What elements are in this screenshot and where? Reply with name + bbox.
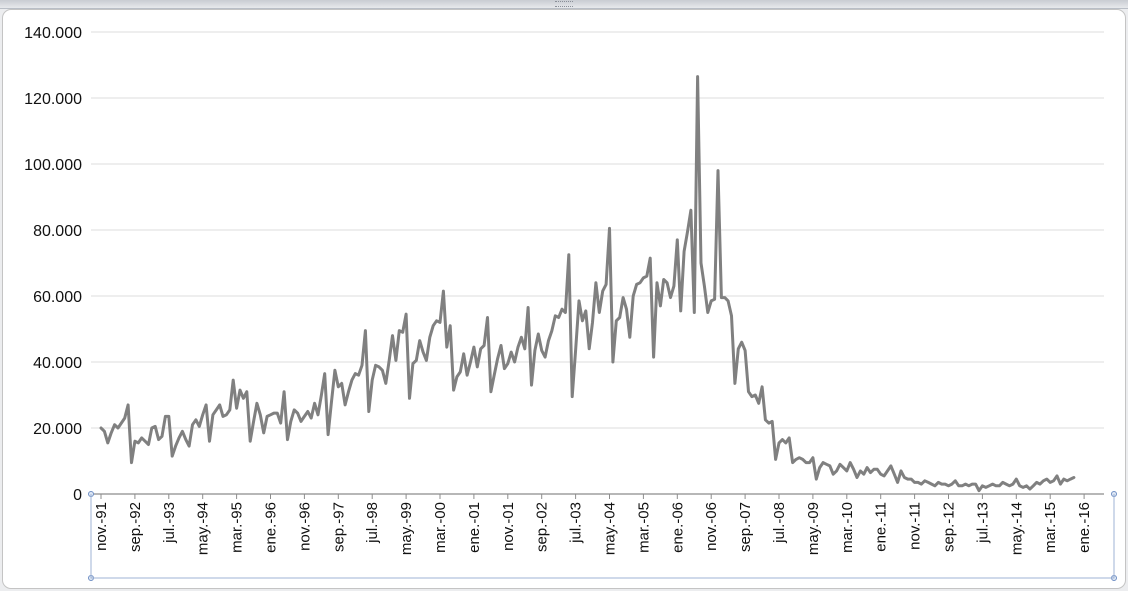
x-tick-label: may.-14 xyxy=(1008,502,1025,555)
x-tick-label: mar.-05 xyxy=(635,502,652,553)
y-tick-label: 140.000 xyxy=(24,25,82,42)
x-tick-label: nov.-01 xyxy=(500,502,517,551)
x-axis-tick-labels: nov.-91 sep.-92 jul.-93 may.-94 mar.-95 ene.-… xyxy=(93,502,1093,555)
x-tick-label: jul.-13 xyxy=(974,502,991,544)
chart-area[interactable] xyxy=(2,9,1126,589)
x-tick-label: sep.-97 xyxy=(330,502,347,552)
x-tick-label: jul.-03 xyxy=(568,502,585,544)
selection-handles[interactable] xyxy=(88,491,1117,581)
y-tick-label: 0 xyxy=(73,487,82,504)
x-tick-label: mar.-15 xyxy=(1042,502,1059,553)
x-tick-label: ene.-11 xyxy=(873,502,890,552)
resize-grip-icon[interactable] xyxy=(555,1,573,7)
x-tick-label: nov.-91 xyxy=(93,502,110,551)
x-tick-label: mar.-10 xyxy=(839,502,856,553)
y-tick-label: 20.000 xyxy=(33,421,82,438)
x-tick-label: sep.-02 xyxy=(534,502,551,552)
x-tick-label: nov.-11 xyxy=(907,502,924,550)
y-tick-label: 100.000 xyxy=(24,157,82,174)
x-tick-label: ene.-96 xyxy=(263,502,280,553)
x-tick-label: sep.-92 xyxy=(127,502,144,552)
y-tick-label: 60.000 xyxy=(33,289,82,306)
x-tick-label: may.-94 xyxy=(195,502,212,555)
y-axis-tick-labels: 0 20.000 40.000 60.000 80.000 100.000 120.000 1… xyxy=(24,25,82,504)
x-tick-label: nov.-96 xyxy=(296,502,313,551)
gridlines xyxy=(91,31,1104,429)
y-tick-label: 40.000 xyxy=(33,355,82,372)
x-tick-label: may.-04 xyxy=(602,502,619,555)
series-layer xyxy=(99,75,1076,493)
y-tick-label: 80.000 xyxy=(33,223,82,240)
x-tick-label: ene.-06 xyxy=(669,502,686,553)
y-tick-label: 120.000 xyxy=(24,91,82,108)
x-tick-label: sep.-07 xyxy=(737,502,754,552)
axis-selection-outline xyxy=(90,494,1115,579)
x-tick-label: ene.-16 xyxy=(1076,502,1093,553)
x-tick-label: ene.-01 xyxy=(466,502,483,553)
x-tick-label: mar.-00 xyxy=(432,502,449,553)
x-tick-label: mar.-95 xyxy=(229,502,246,553)
x-tick-label: may.-09 xyxy=(805,502,822,555)
window-strip xyxy=(0,0,1128,9)
x-tick-label: sep.-12 xyxy=(941,502,958,552)
x-tick-label: nov.-06 xyxy=(703,502,720,551)
x-tick-label: jul.-98 xyxy=(364,502,381,544)
x-tick-label: jul.-93 xyxy=(161,502,178,544)
x-tick-label: jul.-08 xyxy=(771,502,788,544)
series-line xyxy=(99,75,1076,493)
x-axis xyxy=(91,493,1104,499)
x-tick-label: may.-99 xyxy=(398,502,415,555)
